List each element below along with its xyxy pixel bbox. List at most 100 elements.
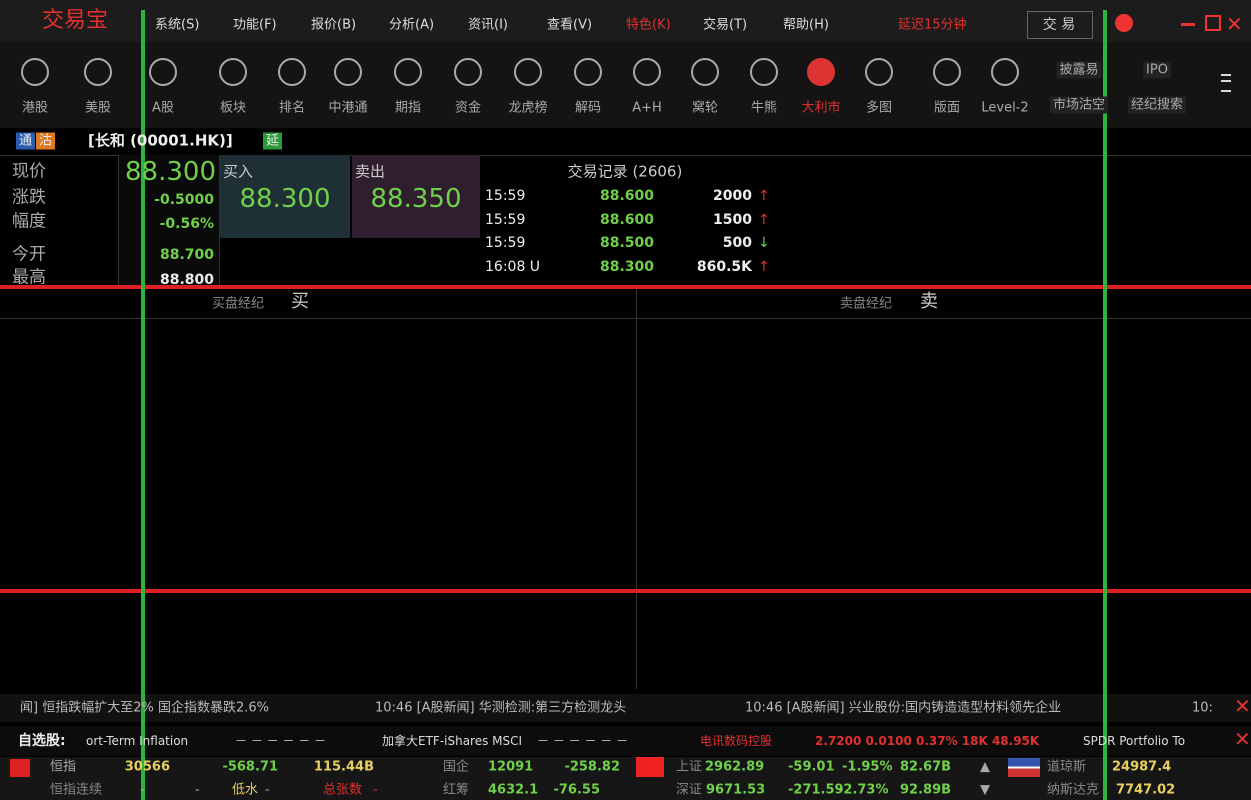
- menu-item[interactable]: 查看(V): [547, 17, 593, 33]
- toolbar-icon[interactable]: [21, 58, 49, 86]
- us-flag: [1008, 758, 1040, 777]
- toolbar-button[interactable]: 港股: [21, 100, 49, 116]
- red-divider: [0, 285, 1251, 289]
- news-item[interactable]: 10:: [1192, 700, 1213, 716]
- index-cell: 12091: [488, 759, 534, 775]
- toolbar-icon[interactable]: [84, 58, 112, 86]
- quote-label: 最高: [12, 267, 46, 288]
- tag: 延: [263, 132, 283, 150]
- minimize[interactable]: [1181, 23, 1195, 26]
- toolbar-icon[interactable]: [394, 58, 422, 86]
- hk-flag: [10, 759, 30, 777]
- menu-item[interactable]: 报价(B): [311, 17, 357, 33]
- news-item[interactable]: 10:46 [A股新闻] 华测检测:第三方检测龙头: [375, 700, 627, 716]
- toolbar-icon[interactable]: [991, 58, 1019, 86]
- toolbar-button[interactable]: 龙虎榜: [508, 100, 548, 116]
- index-cell: 恒指: [50, 759, 77, 775]
- toolbar-icon[interactable]: [691, 58, 719, 86]
- toolbar-icon[interactable]: [750, 58, 778, 86]
- toolbar-icon[interactable]: [933, 58, 961, 86]
- trade-time: 15:59: [485, 235, 526, 251]
- toolbar-button[interactable]: 牛熊: [750, 100, 778, 116]
- toolbar-icon[interactable]: [278, 58, 306, 86]
- toolbar-icon[interactable]: [334, 58, 362, 86]
- toolbar-icon[interactable]: [514, 58, 542, 86]
- watchlist-item[interactable]: 电讯数码控股: [700, 734, 773, 748]
- toolbar-icon[interactable]: [633, 58, 661, 86]
- close-news[interactable]: ✕: [1234, 727, 1251, 751]
- index-cell: -258.82: [564, 759, 620, 775]
- toolbar-button[interactable]: A+H: [632, 100, 662, 116]
- quote-label: 涨跌: [12, 187, 46, 208]
- watchlist-item[interactable]: ort-Term Inflation: [86, 734, 189, 748]
- watchlist-item[interactable]: － － － － － －: [235, 734, 327, 748]
- menu-item[interactable]: 交易(T): [703, 17, 748, 33]
- index-cell: -: [373, 782, 378, 798]
- menu-item[interactable]: 帮助(H): [783, 17, 829, 33]
- toolbar-link[interactable]: 披露易: [1056, 61, 1102, 79]
- toolbar-icon[interactable]: [574, 58, 602, 86]
- more-menu[interactable]: [1221, 74, 1231, 92]
- watchlist-item[interactable]: 加拿大ETF-iShares MSCI: [382, 734, 523, 748]
- index-cell: 2962.89: [705, 759, 765, 775]
- menu-item[interactable]: 功能(F): [233, 17, 277, 33]
- tag: 沽: [36, 132, 56, 150]
- news-item[interactable]: 10:46 [A股新闻] 兴业股份:国内铸造造型材料领先企业: [745, 700, 1062, 716]
- toolbar-button[interactable]: Level-2: [981, 100, 1029, 116]
- toolbar-button[interactable]: 解码: [574, 100, 602, 116]
- toolbar-icon[interactable]: [865, 58, 893, 86]
- broker-divider: [636, 289, 637, 689]
- watchlist-item[interactable]: 2.7200 0.0100 0.37% 18K 48.95K: [815, 734, 1040, 748]
- watchlist-item[interactable]: SPDR Portfolio To: [1083, 734, 1186, 748]
- trade-button-frame[interactable]: [1027, 11, 1093, 39]
- index-bar: [0, 757, 1251, 800]
- toolbar-button[interactable]: 版面: [933, 100, 961, 116]
- toolbar-button[interactable]: 期指: [394, 100, 422, 116]
- menu-item[interactable]: 系统(S): [155, 17, 200, 33]
- index-cell: ▲: [980, 759, 990, 775]
- toolbar-button[interactable]: 大利市: [801, 100, 841, 116]
- trade-button[interactable]: 交 易: [1042, 17, 1076, 33]
- trade-price: 88.500: [599, 235, 654, 251]
- toolbar-link[interactable]: 经纪搜索: [1127, 96, 1187, 114]
- trade-volume: 2000: [713, 188, 752, 204]
- toolbar-button[interactable]: 板块: [219, 100, 247, 116]
- index-cell: 总张数: [323, 782, 363, 798]
- trades-title: 交易记录 (2606): [567, 162, 683, 181]
- quote-value: -0.5000: [154, 192, 214, 208]
- toolbar-icon[interactable]: [807, 58, 835, 86]
- red-divider: [0, 589, 1251, 593]
- toolbar-button[interactable]: 美股: [84, 100, 112, 116]
- toolbar-button[interactable]: A股: [152, 100, 174, 116]
- close[interactable]: ✕: [1226, 12, 1243, 36]
- trade-volume: 1500: [713, 211, 752, 228]
- toolbar-button[interactable]: 窝轮: [691, 100, 719, 116]
- app-icon[interactable]: [1115, 14, 1133, 32]
- trade-direction: ↑: [758, 211, 770, 228]
- quote-value: -0.56%: [159, 216, 214, 232]
- watchlist-item[interactable]: － － － － － －: [537, 734, 629, 748]
- index-cell: 低水: [232, 782, 259, 798]
- toolbar-link[interactable]: 市场沽空: [1049, 96, 1109, 114]
- toolbar-link[interactable]: IPO: [1143, 61, 1171, 79]
- quote-label: 今开: [12, 244, 46, 265]
- toolbar-button[interactable]: 多图: [865, 100, 893, 116]
- bid-box: [220, 155, 350, 238]
- toolbar-button[interactable]: 资金: [454, 100, 482, 116]
- tag: 通: [16, 132, 36, 150]
- menu-item[interactable]: 特色(K): [626, 17, 671, 33]
- maximize[interactable]: [1205, 15, 1221, 31]
- news-item[interactable]: 闻] 恒指跌幅扩大至2% 国企指数暴跌2.6%: [20, 700, 269, 716]
- quote-value: 88.700: [159, 247, 214, 263]
- toolbar-icon[interactable]: [219, 58, 247, 86]
- toolbar-button[interactable]: 中港通: [328, 100, 368, 116]
- menu-item[interactable]: 分析(A): [389, 17, 435, 33]
- menu-item[interactable]: 资讯(I): [468, 17, 508, 33]
- toolbar-icon[interactable]: [454, 58, 482, 86]
- toolbar-button[interactable]: 排名: [278, 100, 306, 116]
- green-marker: [141, 10, 145, 800]
- green-marker: [1103, 10, 1107, 800]
- close-news[interactable]: ✕: [1234, 694, 1251, 718]
- toolbar-icon[interactable]: [149, 58, 177, 86]
